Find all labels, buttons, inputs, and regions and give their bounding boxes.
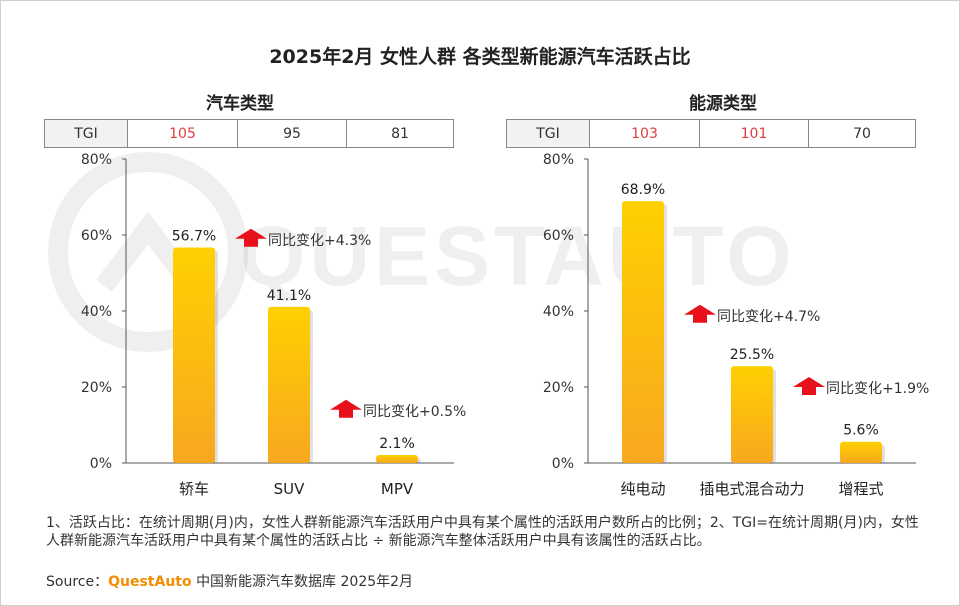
yoy-change-label: 同比变化+1.9% xyxy=(826,381,929,397)
y-tick-label: 0% xyxy=(552,456,574,472)
watermark-text: QUESTAUTO xyxy=(240,209,796,303)
bar-value-label: 25.5% xyxy=(730,347,774,363)
up-arrow-icon xyxy=(793,377,825,395)
bar xyxy=(376,455,418,463)
panel-title-energy: 能源类型 xyxy=(689,94,757,114)
bar-value-label: 56.7% xyxy=(172,229,216,245)
bar-value-label: 5.6% xyxy=(843,423,879,439)
source-line: Source：QuestAuto 中国新能源汽车数据库 2025年2月 xyxy=(46,571,413,591)
tgi-value: 70 xyxy=(808,120,915,147)
x-tick-label: 轿车 xyxy=(179,480,209,498)
y-tick-label: 40% xyxy=(81,304,112,320)
bar-value-label: 41.1% xyxy=(267,288,311,304)
y-tick-label: 80% xyxy=(81,152,112,168)
y-tick-label: 20% xyxy=(81,380,112,396)
source-text: 中国新能源汽车数据库 2025年2月 xyxy=(196,574,414,590)
x-tick-label: 纯电动 xyxy=(620,480,665,498)
yoy-change-label: 同比变化+4.3% xyxy=(268,233,371,249)
bar-value-label: 2.1% xyxy=(379,436,415,452)
tgi-value: 95 xyxy=(237,120,346,147)
chart-main-title: 2025年2月 女性人群 各类型新能源汽车活跃占比 xyxy=(269,46,691,68)
yoy-change-label: 同比变化+0.5% xyxy=(363,404,466,420)
source-brand: QuestAuto xyxy=(108,574,192,590)
tgi-header: TGI xyxy=(507,120,589,147)
up-arrow-icon xyxy=(684,304,716,323)
tgi-table-vehicle: TGI 105 95 81 xyxy=(44,119,454,148)
bar xyxy=(622,201,664,463)
x-tick-label: 插电式混合动力 xyxy=(699,480,804,498)
tgi-value: 105 xyxy=(127,120,237,147)
yoy-change-label: 同比变化+4.7% xyxy=(717,309,820,325)
y-tick-label: 60% xyxy=(81,228,112,244)
y-tick-label: 80% xyxy=(543,152,574,168)
y-tick-label: 60% xyxy=(543,228,574,244)
tgi-table-energy: TGI 103 101 70 xyxy=(506,119,916,148)
y-tick-label: 40% xyxy=(543,304,574,320)
x-tick-label: 增程式 xyxy=(838,480,883,498)
tgi-header: TGI xyxy=(45,120,127,147)
up-arrow-icon xyxy=(235,228,267,247)
x-tick-label: MPV xyxy=(381,480,414,498)
source-label: Source： xyxy=(46,574,109,590)
bar-value-label: 68.9% xyxy=(621,182,665,198)
up-arrow-icon xyxy=(330,399,362,418)
tgi-value: 101 xyxy=(699,120,808,147)
bar xyxy=(840,441,882,463)
bar xyxy=(268,306,310,463)
tgi-value: 81 xyxy=(346,120,453,147)
bar xyxy=(173,247,215,463)
x-tick-label: SUV xyxy=(274,480,306,498)
y-tick-label: 20% xyxy=(543,380,574,396)
y-tick-label: 0% xyxy=(90,456,112,472)
panel-title-vehicle: 汽车类型 xyxy=(206,94,274,114)
bar xyxy=(731,366,773,463)
tgi-value: 103 xyxy=(589,120,699,147)
footnote: 1、活跃占比：在统计周期(月)内，女性人群新能源汽车活跃用户中具有某个属性的活跃… xyxy=(46,515,919,549)
